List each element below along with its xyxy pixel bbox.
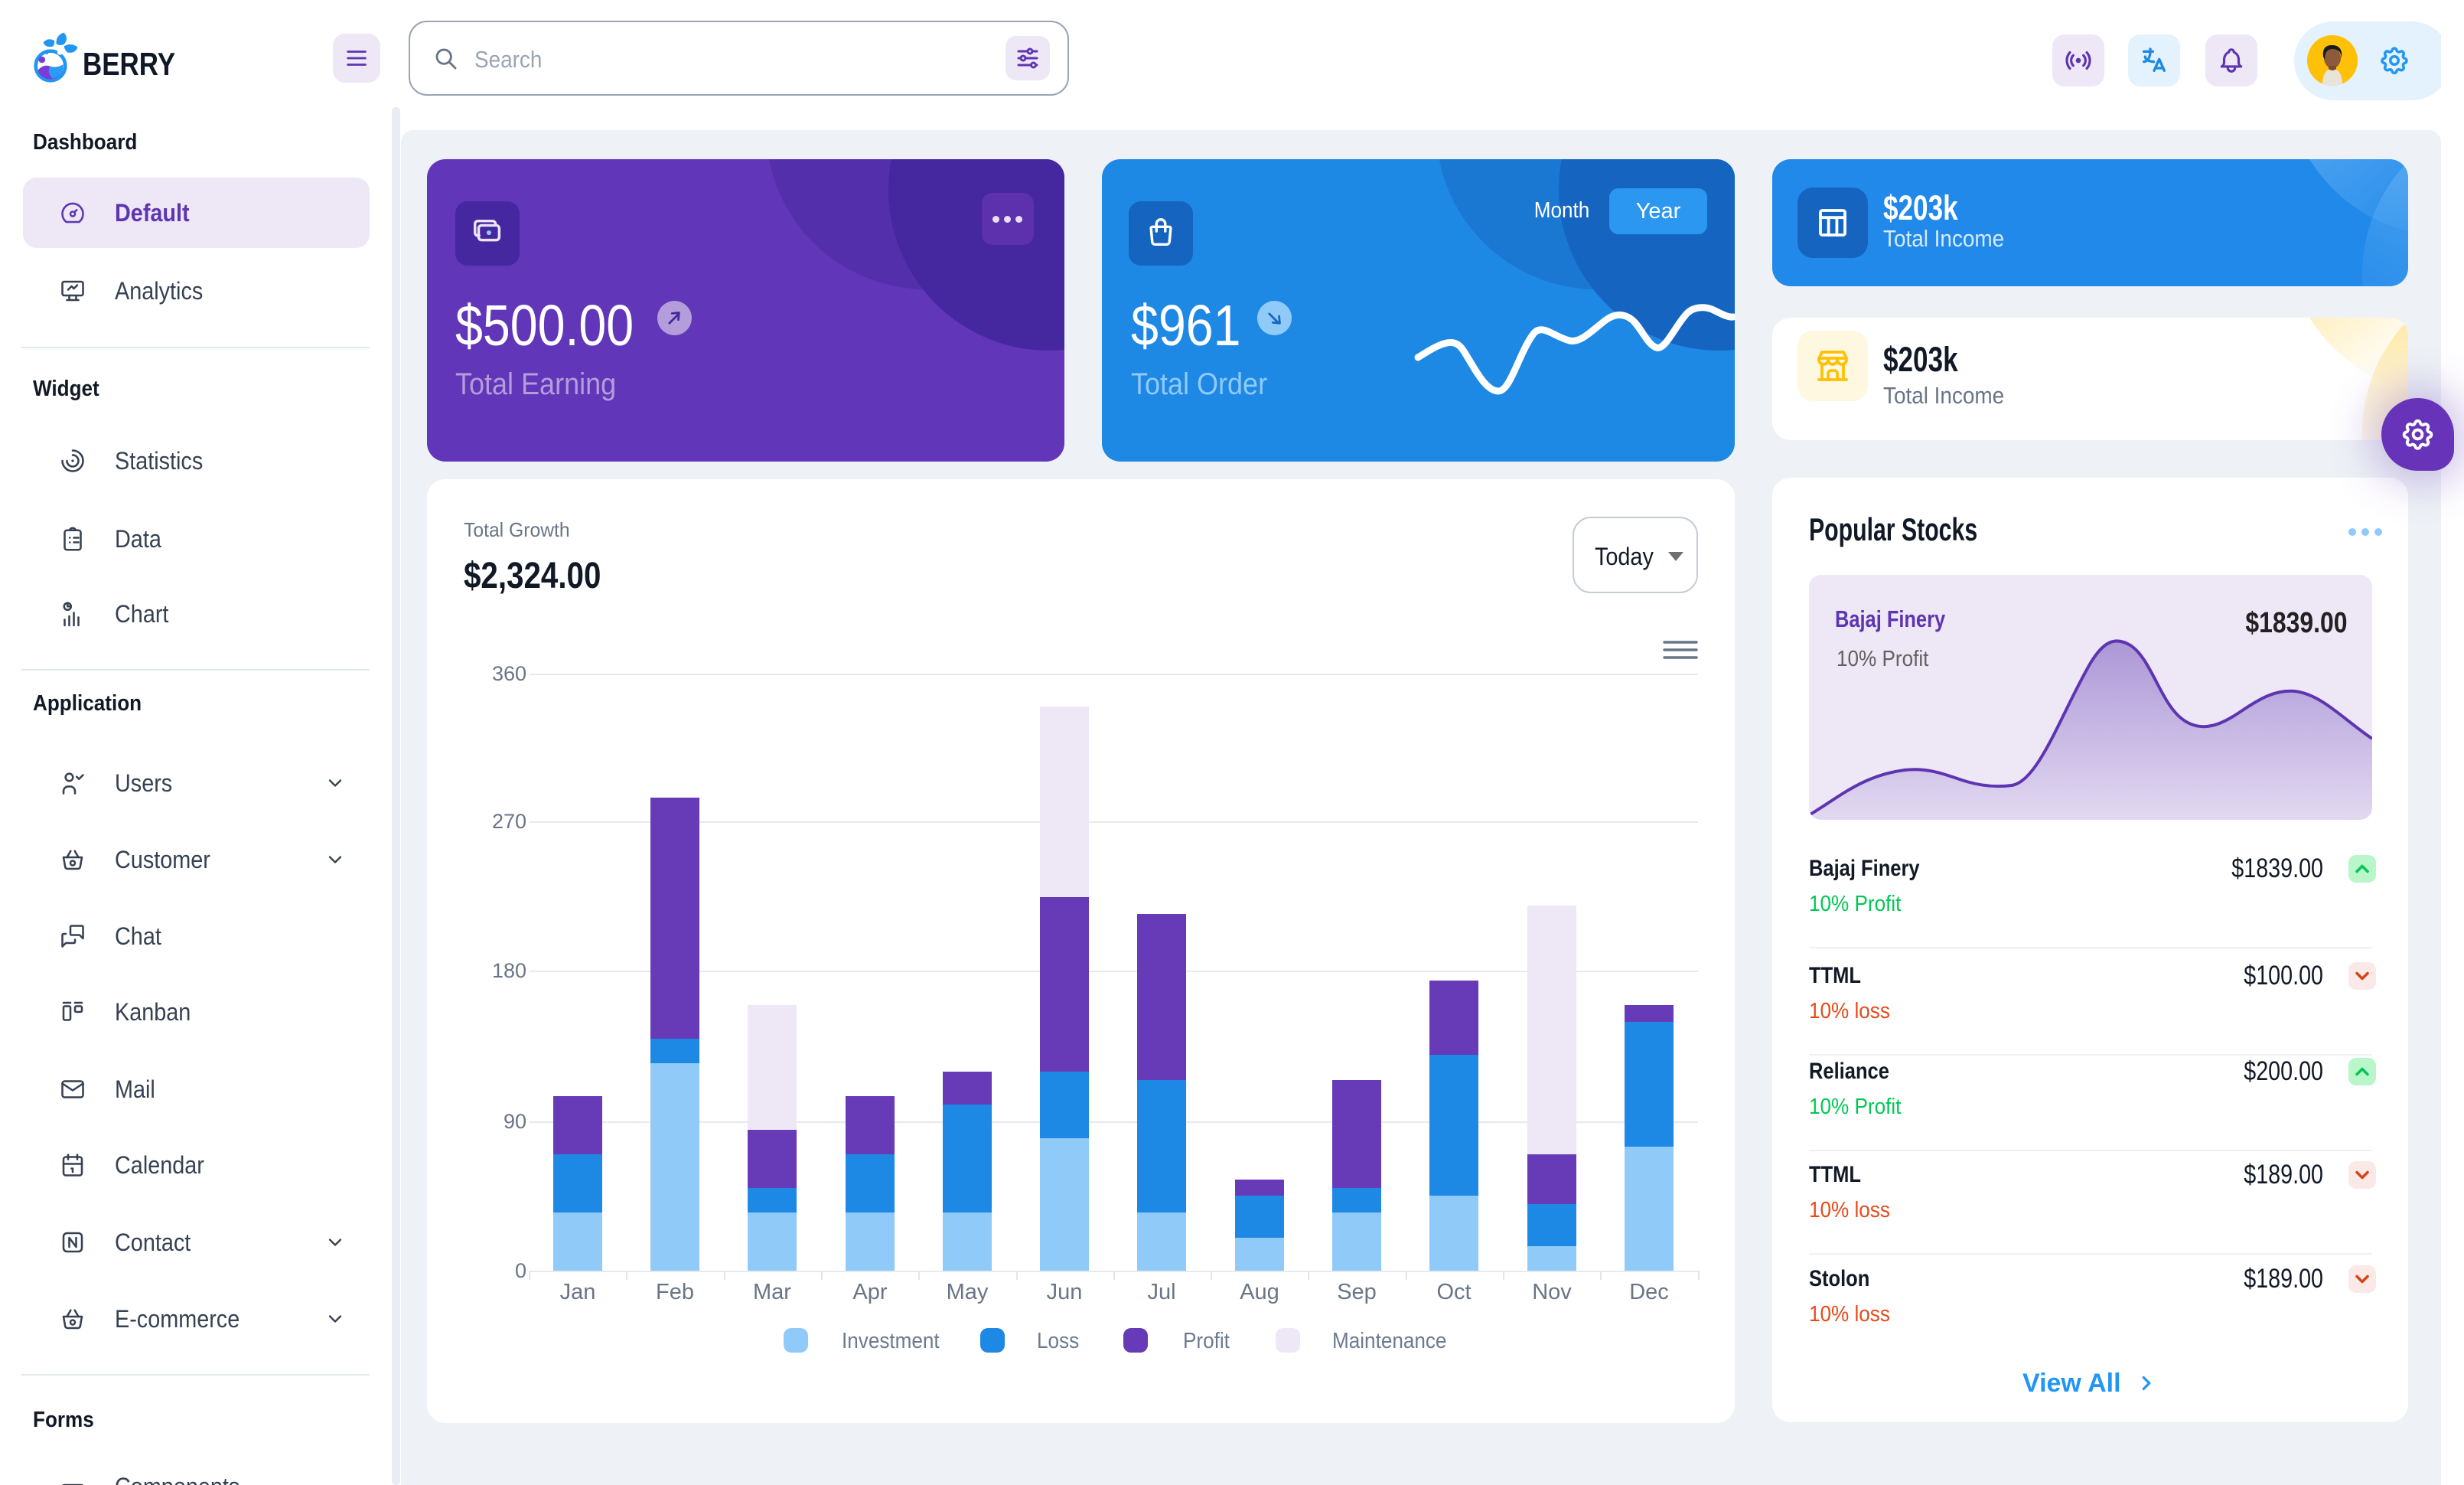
svg-text:BERRY: BERRY (83, 46, 175, 82)
